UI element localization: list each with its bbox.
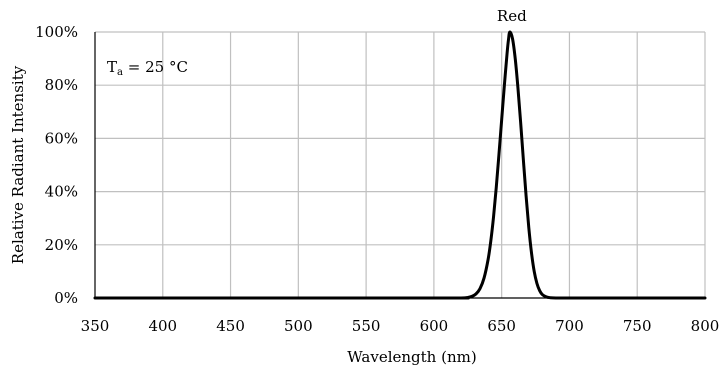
y-axis-title: Relative Radiant Intensity: [9, 65, 27, 264]
x-tick-label: 800: [691, 317, 720, 335]
x-tick-label: 650: [487, 317, 516, 335]
temperature-annotation: Ta = 25 °C: [107, 58, 188, 78]
series-line-red: [93, 30, 707, 300]
annotation-subscript: a: [117, 67, 123, 78]
x-tick-label: 400: [148, 317, 177, 335]
x-axis-title: Wavelength (nm): [347, 348, 476, 366]
x-tick-label: 450: [216, 317, 245, 335]
y-tick-label: 40%: [45, 183, 78, 201]
x-tick-label: 550: [352, 317, 381, 335]
x-tick-label: 750: [623, 317, 652, 335]
y-tick-label: 80%: [45, 76, 78, 94]
series-group: Red: [93, 7, 707, 300]
y-tick-labels: 0% 20% 40% 60% 80% 100%: [35, 23, 78, 307]
annotation-text: = 25 °C: [123, 58, 188, 76]
x-tick-label: 600: [420, 317, 449, 335]
x-tick-label: 500: [284, 317, 313, 335]
series-label-red: Red: [497, 7, 527, 25]
grid-lines: [95, 31, 706, 298]
x-tick-label: 350: [81, 317, 110, 335]
annotation-symbol: T: [107, 58, 117, 76]
y-tick-label: 20%: [45, 236, 78, 254]
x-tick-label: 700: [555, 317, 584, 335]
x-tick-labels: 350 400 450 500 550 600 650 700 750 800: [81, 317, 720, 335]
y-tick-label: 100%: [35, 23, 78, 41]
y-tick-label: 60%: [45, 129, 78, 147]
y-tick-label: 0%: [54, 289, 78, 307]
